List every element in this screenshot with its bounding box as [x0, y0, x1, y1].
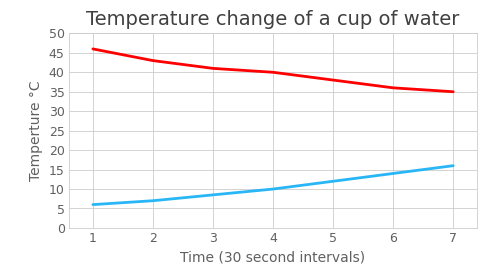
Title: Temperature change of a cup of water: Temperature change of a cup of water	[87, 10, 460, 29]
Y-axis label: Temperture °C: Temperture °C	[29, 80, 43, 181]
X-axis label: Time (30 second intervals): Time (30 second intervals)	[181, 251, 366, 265]
